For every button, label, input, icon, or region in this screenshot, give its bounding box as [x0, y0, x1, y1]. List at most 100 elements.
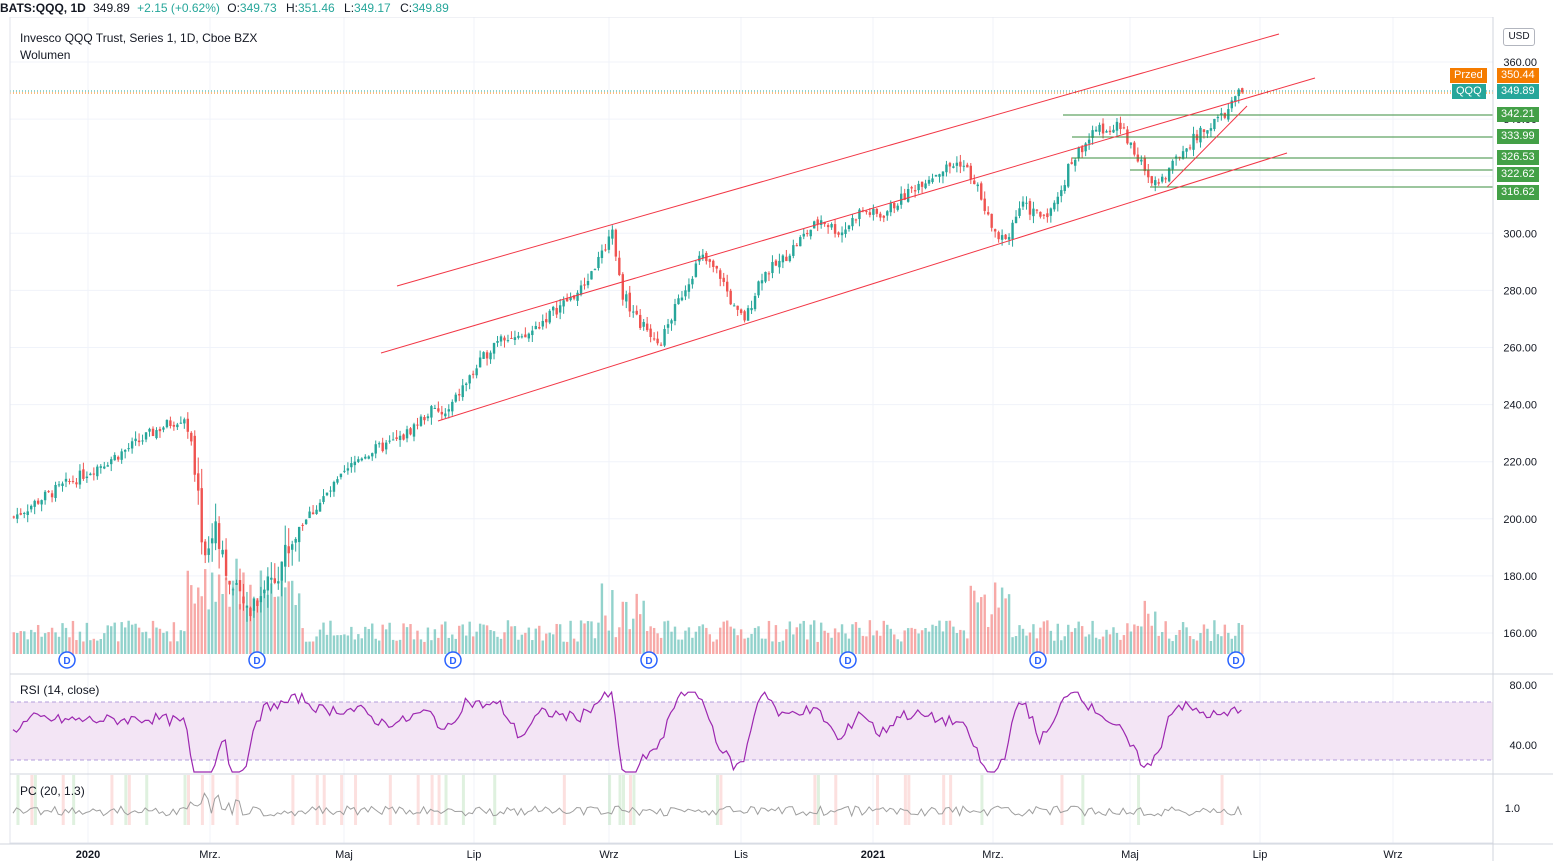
candle-body — [806, 232, 809, 235]
volume-bar — [917, 633, 920, 654]
volume-bar — [753, 627, 757, 654]
candle-body — [579, 285, 583, 295]
candle-body — [130, 441, 134, 449]
candle-body — [71, 480, 75, 482]
volume-bar — [89, 640, 92, 654]
volume-bar — [471, 636, 475, 654]
volume-bar — [172, 622, 176, 654]
candle-body — [471, 373, 475, 375]
volume-bar — [242, 572, 245, 654]
rsi-legend[interactable]: RSI (14, close) — [20, 683, 100, 697]
volume-bar — [478, 623, 482, 654]
volume-bar — [750, 633, 753, 654]
candle-body — [1115, 121, 1119, 131]
volume-bar — [405, 627, 409, 654]
candle-body — [1074, 159, 1077, 166]
candle-body — [628, 292, 631, 312]
candle-body — [308, 511, 311, 519]
candle-body — [1192, 133, 1195, 150]
candle-body — [99, 466, 102, 468]
candle-body — [548, 310, 551, 323]
volume-bar — [291, 580, 294, 654]
candle-body — [663, 328, 666, 346]
volume-bar — [395, 640, 398, 654]
volume-bar — [552, 634, 555, 654]
volume-bar — [228, 606, 231, 654]
price-change: +2.15 (+0.62%) — [137, 1, 220, 15]
candle-body — [103, 466, 106, 469]
candle-body — [19, 513, 22, 515]
volume-bar — [1223, 624, 1227, 654]
pc-signal-band — [834, 775, 838, 825]
volume-bar — [781, 640, 785, 654]
volume-bar — [339, 635, 343, 654]
candle-body — [649, 328, 652, 338]
volume-bar — [959, 629, 962, 654]
candle-body — [799, 237, 802, 247]
candle-body — [322, 496, 325, 502]
volume-bar — [252, 609, 256, 654]
volume-bar — [1039, 627, 1042, 654]
volume-bar — [799, 623, 802, 654]
volume-bar — [1080, 626, 1084, 654]
candle-body — [458, 394, 461, 396]
rsi-tick-label: 40.00 — [1509, 740, 1537, 752]
chart-title[interactable]: Invesco QQQ Trust, Series 1, 1D, Cboe BZ… — [20, 31, 258, 45]
candle-body — [569, 297, 572, 301]
candle-body — [217, 523, 221, 549]
candle-body — [732, 305, 736, 307]
volume-bar — [193, 603, 196, 654]
candle-body — [291, 544, 294, 550]
volume-bar — [235, 558, 238, 654]
volume-bar — [499, 638, 503, 654]
candle-body — [33, 500, 36, 507]
pc-signal-band — [493, 775, 497, 825]
candle-body — [395, 437, 398, 440]
candle-body — [169, 420, 172, 427]
currency-button[interactable]: USD — [1503, 28, 1535, 46]
volume-bar — [1213, 620, 1216, 654]
candle-body — [155, 430, 158, 439]
candle-body — [858, 209, 861, 220]
volume-bar — [656, 633, 659, 654]
volume-bar — [645, 631, 649, 654]
volume-bar — [625, 601, 628, 654]
candle-body — [593, 269, 597, 271]
candle-body — [381, 442, 384, 452]
candle-body — [607, 236, 611, 250]
pc-signal-band — [416, 775, 420, 825]
pc-signal-band — [30, 775, 34, 825]
candle-body — [1122, 127, 1126, 129]
candle-body — [12, 516, 15, 518]
volume-legend[interactable]: Wolumen — [20, 48, 71, 62]
candle-body — [301, 524, 304, 526]
volume-bar — [736, 635, 739, 654]
volume-bar — [708, 634, 711, 654]
candle-body — [510, 337, 513, 339]
volume-bar — [872, 635, 875, 654]
rsi-band — [10, 702, 1493, 760]
volume-bar — [1202, 624, 1206, 654]
volume-bar — [458, 625, 461, 654]
symbol-label[interactable]: BATS:QQQ, 1D — [0, 1, 86, 15]
candle-body — [813, 221, 816, 229]
candle-body — [604, 249, 607, 251]
volume-bar — [485, 625, 489, 654]
candle-body — [639, 314, 642, 328]
high-value: 351.46 — [297, 1, 335, 15]
volume-bar — [746, 637, 750, 654]
pc-legend[interactable]: PC (20, 1.3) — [20, 784, 85, 798]
candle-body — [792, 245, 795, 256]
volume-bar — [732, 628, 736, 654]
volume-bar — [207, 609, 210, 654]
candle-body — [913, 190, 917, 192]
candle-body — [451, 401, 454, 412]
volume-bar — [906, 628, 910, 654]
volume-bar — [1042, 621, 1046, 654]
x-tick-label: Lip — [1253, 849, 1268, 861]
candle-body — [1025, 202, 1028, 204]
candle-body — [235, 583, 238, 585]
candle-body — [444, 413, 447, 417]
volume-bar — [830, 637, 833, 654]
